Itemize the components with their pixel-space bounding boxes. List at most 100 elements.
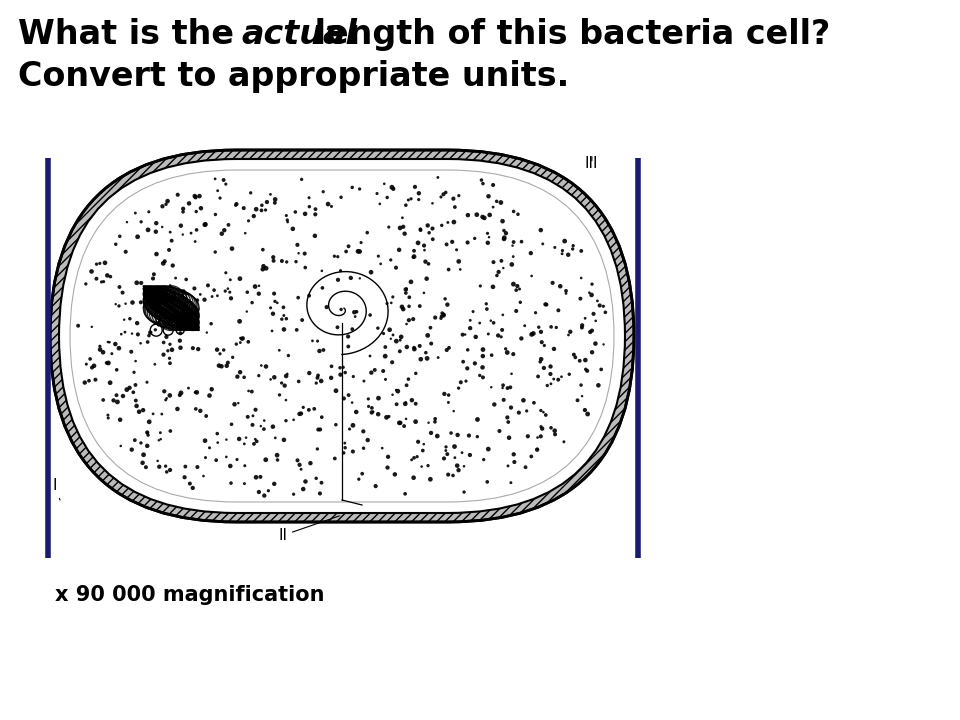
Point xyxy=(99,357,114,369)
Point xyxy=(189,294,204,306)
Point xyxy=(345,181,360,193)
Point xyxy=(389,336,404,347)
Point xyxy=(354,468,370,480)
Point xyxy=(147,359,162,370)
Point xyxy=(115,287,131,298)
Point xyxy=(197,294,212,305)
Point xyxy=(578,364,593,375)
Point xyxy=(487,399,502,410)
Point xyxy=(237,228,252,239)
Point xyxy=(315,282,330,294)
Point xyxy=(406,245,421,256)
Point xyxy=(408,416,423,428)
Point xyxy=(235,333,251,344)
Point xyxy=(140,429,156,441)
Point xyxy=(211,360,227,372)
Point xyxy=(258,204,274,216)
Point xyxy=(290,454,305,466)
Point xyxy=(424,197,440,209)
Point xyxy=(407,343,422,355)
Point xyxy=(535,238,550,250)
Point xyxy=(162,390,178,401)
Point xyxy=(177,472,192,483)
Point xyxy=(187,190,203,202)
Point xyxy=(463,315,478,326)
Point xyxy=(498,343,514,355)
Point xyxy=(173,328,188,339)
Point xyxy=(398,397,414,408)
Point xyxy=(530,444,545,455)
Point xyxy=(420,353,435,364)
Point xyxy=(360,434,375,446)
Point xyxy=(133,277,149,289)
Point xyxy=(189,387,204,398)
Point xyxy=(427,413,443,425)
Point xyxy=(298,208,313,220)
Point xyxy=(506,348,521,360)
Point xyxy=(162,338,178,350)
Point xyxy=(345,397,360,408)
Point xyxy=(364,266,379,278)
Point xyxy=(264,325,279,337)
Point xyxy=(246,210,261,222)
Point xyxy=(249,472,264,483)
Point xyxy=(455,329,470,341)
Point xyxy=(352,273,368,284)
Point xyxy=(341,390,356,401)
Point xyxy=(393,222,408,234)
Point xyxy=(503,382,518,393)
Point xyxy=(276,434,292,446)
Point xyxy=(162,226,178,238)
Point xyxy=(389,384,404,396)
Point xyxy=(490,270,505,282)
Point xyxy=(483,315,498,326)
Point xyxy=(132,406,147,418)
Point xyxy=(441,397,456,408)
Point xyxy=(598,307,613,318)
Point xyxy=(212,348,228,359)
Point xyxy=(484,349,499,361)
Point xyxy=(156,349,171,361)
Point xyxy=(422,322,438,333)
Point xyxy=(158,394,174,405)
Point xyxy=(578,312,593,324)
Point xyxy=(136,449,152,461)
Point xyxy=(307,230,323,242)
Point xyxy=(577,404,592,415)
Point xyxy=(468,358,483,369)
Point xyxy=(266,251,281,263)
Point xyxy=(252,370,267,382)
Point xyxy=(141,206,156,217)
Point xyxy=(291,292,306,303)
Point xyxy=(420,258,436,269)
Point xyxy=(590,379,606,391)
Point xyxy=(557,235,572,247)
Point xyxy=(70,320,85,331)
Point xyxy=(199,327,214,338)
Point xyxy=(346,446,361,457)
Point xyxy=(155,221,170,233)
Point xyxy=(526,397,541,408)
Point xyxy=(376,178,392,189)
Point xyxy=(275,313,290,325)
Point xyxy=(436,309,451,320)
Point xyxy=(145,302,160,314)
Point xyxy=(410,451,425,462)
Point xyxy=(173,220,188,231)
Point xyxy=(272,345,287,356)
Point xyxy=(472,280,488,292)
Point xyxy=(404,395,420,406)
Point xyxy=(294,464,309,475)
Point xyxy=(460,210,475,221)
Point xyxy=(140,427,156,438)
Point xyxy=(172,390,187,401)
Point xyxy=(449,460,465,472)
Point xyxy=(542,361,558,372)
Point xyxy=(224,477,239,489)
Point xyxy=(333,304,348,315)
Point xyxy=(162,279,178,291)
Point xyxy=(542,368,558,379)
Point xyxy=(181,197,197,209)
Point xyxy=(141,416,156,428)
Point xyxy=(595,300,611,312)
